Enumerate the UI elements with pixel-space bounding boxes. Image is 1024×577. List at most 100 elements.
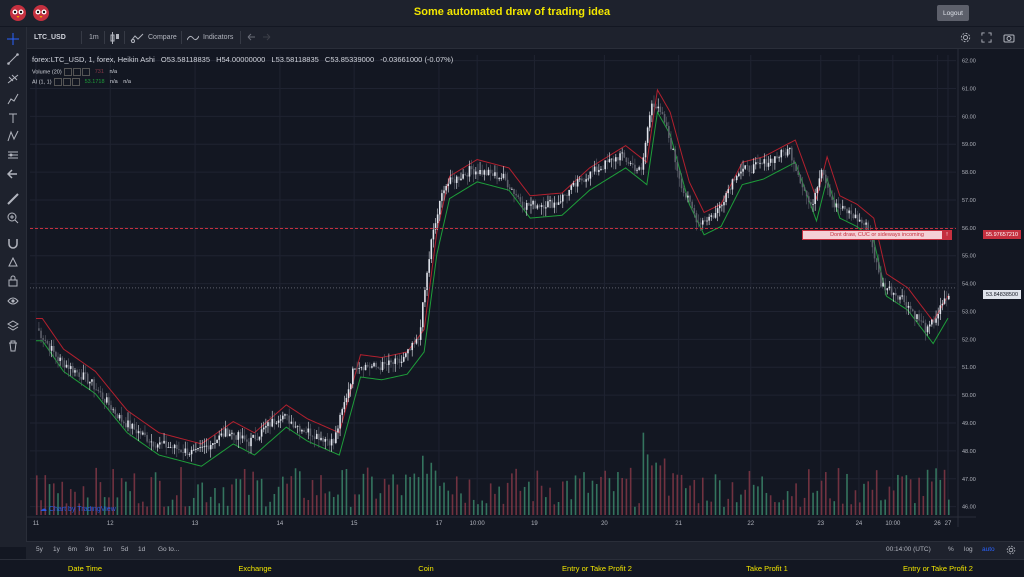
lock-icon[interactable] xyxy=(7,275,19,287)
text-icon[interactable] xyxy=(7,112,19,124)
legend-settings-icon[interactable] xyxy=(73,68,82,76)
legend-close-icon[interactable] xyxy=(82,68,91,76)
back-arrow-icon[interactable] xyxy=(7,168,19,180)
trash-icon[interactable] xyxy=(7,340,19,352)
candle-body xyxy=(674,149,676,163)
volume-bar xyxy=(765,492,768,515)
candle-body xyxy=(884,282,886,291)
candle-body xyxy=(159,442,161,445)
zoom-in-icon[interactable] xyxy=(7,212,19,224)
volume-bar xyxy=(829,498,831,515)
legend-eye-icon[interactable] xyxy=(64,68,73,76)
settings-button[interactable] xyxy=(960,27,971,48)
volume-bar xyxy=(583,472,585,515)
price-chart[interactable]: 62.00000000 61.00000000 60.00000000 59.0000… xyxy=(26,49,994,527)
volume-bar xyxy=(769,495,772,515)
candle-body xyxy=(69,366,72,369)
volume-bar xyxy=(625,478,628,515)
candle-body xyxy=(850,210,853,215)
volume-bar xyxy=(82,486,85,515)
candle-body xyxy=(305,432,307,433)
pattern-icon[interactable] xyxy=(7,130,19,142)
prediction-icon[interactable] xyxy=(7,149,19,161)
candle-body xyxy=(837,203,840,209)
crosshair-icon[interactable] xyxy=(7,33,19,45)
volume-bar xyxy=(388,484,390,515)
candle-body xyxy=(366,364,369,367)
candle-body xyxy=(481,169,483,175)
symbol-search[interactable]: LTC_USD xyxy=(34,34,66,41)
range-5y[interactable]: 5y xyxy=(36,546,43,553)
price-label: 52.00000000 xyxy=(962,337,976,343)
candle-body xyxy=(517,195,520,198)
brush-icon[interactable] xyxy=(7,93,19,105)
ai-label[interactable]: AI (1, 1) xyxy=(32,79,52,86)
percent-toggle[interactable]: % xyxy=(948,546,954,553)
candle-body xyxy=(163,440,165,444)
logout-button[interactable]: Logout xyxy=(937,5,969,21)
candle-body xyxy=(810,202,812,205)
candle-body xyxy=(858,219,861,222)
layers-icon[interactable] xyxy=(7,320,19,332)
volume-bar xyxy=(460,493,462,515)
range-1m[interactable]: 1m xyxy=(103,546,113,553)
eye-icon[interactable] xyxy=(7,295,19,307)
gear-icon[interactable] xyxy=(1006,545,1016,555)
volume-bar xyxy=(218,503,220,515)
snapshot-button[interactable] xyxy=(1003,27,1015,48)
volume-bar xyxy=(922,495,925,515)
candle-body xyxy=(714,213,717,218)
time-label: 15 xyxy=(351,521,358,527)
annotation-flag: ! xyxy=(942,230,952,240)
volume-label[interactable]: Volume (20) xyxy=(32,69,62,76)
candle-body xyxy=(774,156,776,163)
trade-annotation[interactable]: Dont draw, CUC or sideways incoming xyxy=(802,230,952,240)
fullscreen-button[interactable] xyxy=(981,27,992,48)
candle-body xyxy=(776,156,778,158)
range-5d[interactable]: 5d xyxy=(121,546,129,553)
candle-body xyxy=(52,345,55,352)
auto-toggle[interactable]: auto xyxy=(982,546,995,553)
tradingview-watermark[interactable]: ☁ Chart by TradingView xyxy=(40,505,116,513)
interval-button[interactable]: 1m xyxy=(89,34,99,41)
candle-body xyxy=(661,111,664,115)
candle-body xyxy=(282,415,284,420)
candle-body xyxy=(46,341,49,344)
volume-bar xyxy=(447,490,450,515)
volume-bar xyxy=(44,475,47,515)
compare-button[interactable]: Compare xyxy=(130,27,177,48)
indicators-button[interactable]: Indicators xyxy=(187,27,233,48)
chart-style-button[interactable] xyxy=(110,27,120,48)
volume-bar xyxy=(617,472,619,515)
legend-settings-icon[interactable] xyxy=(63,78,72,86)
legend-close-icon[interactable] xyxy=(72,78,81,86)
volume-bar xyxy=(943,469,946,515)
volume-bar xyxy=(774,502,776,515)
candle-body xyxy=(697,222,700,224)
log-toggle[interactable]: log xyxy=(964,546,973,553)
redo-button[interactable] xyxy=(262,27,272,48)
volume-bar xyxy=(61,481,64,515)
candle-body xyxy=(267,422,269,427)
ruler-icon[interactable] xyxy=(7,193,19,205)
fib-icon[interactable] xyxy=(7,73,19,85)
range-3m[interactable]: 3m xyxy=(85,546,95,553)
candle-body xyxy=(470,166,473,170)
candle-body xyxy=(604,160,607,170)
range-1y[interactable]: 1y xyxy=(53,546,60,553)
goto-button[interactable]: Go to... xyxy=(158,546,180,553)
undo-button[interactable] xyxy=(246,27,256,48)
volume-bar xyxy=(634,506,636,515)
price-label: 46.00000000 xyxy=(962,505,976,511)
candle-body xyxy=(241,435,244,439)
utc-clock[interactable]: 00:14:00 (UTC) xyxy=(886,546,931,553)
lock-drawings-icon[interactable] xyxy=(7,256,19,268)
range-1d[interactable]: 1d xyxy=(138,546,146,553)
range-6m[interactable]: 6m xyxy=(68,546,78,553)
separator xyxy=(104,31,105,44)
chart-pane[interactable]: 62.00000000 61.00000000 60.00000000 59.0000… xyxy=(26,49,994,527)
magnet-icon[interactable] xyxy=(7,237,19,249)
legend-title[interactable]: forex:LTC_USD, 1, forex, Heikin Ashi xyxy=(32,55,155,64)
trend-line-icon[interactable] xyxy=(7,53,19,65)
legend-eye-icon[interactable] xyxy=(54,78,63,86)
